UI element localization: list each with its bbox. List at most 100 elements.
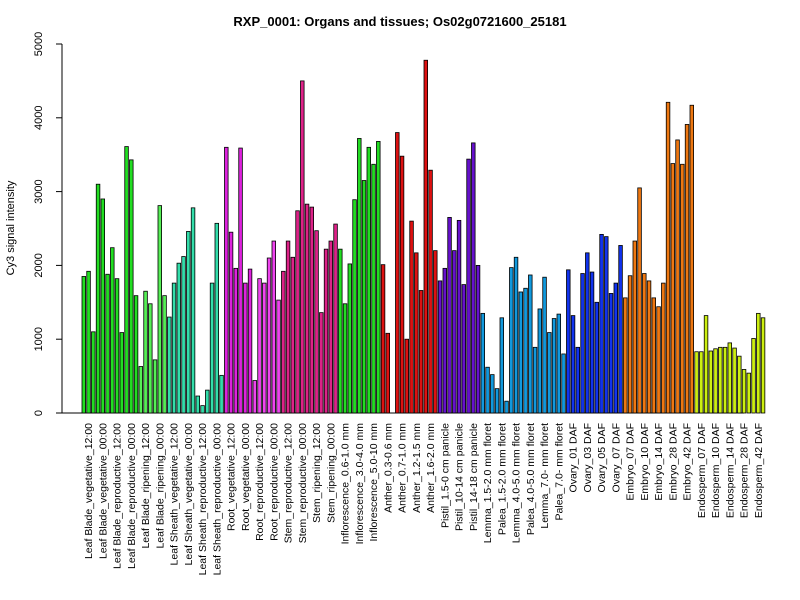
y-tick-label: 0 [33,410,45,416]
x-category-label: Pistil_14-18 cm panicle [468,423,480,531]
bar [509,267,514,414]
bar [100,198,105,414]
x-category-label: Embryo_10 DAF [639,423,651,501]
bar [423,59,428,414]
bar [281,270,286,414]
bar [323,248,329,414]
bar [209,282,215,414]
bar [756,312,761,414]
bar [751,338,756,414]
bar [110,247,115,414]
bar [219,374,224,414]
bar [656,306,661,414]
bar [138,366,143,414]
x-category-label: Leaf Blade_reproductive_00:00 [126,423,138,569]
x-category-label: Stem_reproductive_00:00 [297,423,309,543]
bar [200,405,205,414]
x-category-label: Embryo_28 DAF [667,423,679,501]
bar [366,146,371,414]
bar [547,332,552,414]
x-category-label: Leaf Sheath_vegetative_12:00 [169,423,181,566]
bar [152,359,158,414]
x-category-label: Palea_7.0- mm floret [553,423,565,521]
bar [532,346,538,414]
bar [171,282,177,414]
bar [252,380,257,414]
bar [637,187,642,414]
bar [542,276,547,414]
bar [304,203,310,414]
bar [466,158,471,414]
bar [499,317,504,414]
bar [257,278,262,414]
bar [585,252,590,414]
bar [589,271,595,414]
x-category-label: Leaf Blade_vegetative_00:00 [97,423,109,559]
x-category-label: Ovary_05 DAF [596,423,608,492]
bar [623,297,628,414]
bar [452,250,457,414]
y-tick-label: 1000 [33,327,45,351]
bar [399,155,405,414]
x-category-label: Leaf Blade_ripening_00:00 [154,423,166,549]
bar [570,315,576,414]
bar [746,372,751,414]
bar [694,351,699,414]
bar [133,295,139,414]
bar [651,297,656,414]
x-category-label: Endosperm_28 DAF [739,423,751,518]
x-category-label: Palea_1.5-2.0 mm floret [496,423,508,535]
bar [328,240,333,414]
bar [442,267,447,414]
y-tick-label: 3000 [33,179,45,203]
bar [680,163,685,414]
bar [494,388,500,414]
x-category-label: Leaf Blade_reproductive_12:00 [112,423,124,569]
x-category-label: Lemma_7.0- mm floret [539,423,551,529]
bar [119,332,124,414]
bar [537,308,542,414]
bar [338,248,343,414]
bar [718,346,723,414]
bar [276,299,281,414]
x-category-label: Leaf Sheath_reproductive_12:00 [197,423,209,576]
bar [91,331,96,414]
bar [675,139,680,414]
bar [266,257,272,414]
bar [684,124,690,414]
bar [114,278,120,414]
bar [456,219,462,414]
x-category-label: Endosperm_10 DAF [710,423,722,518]
bar [613,282,618,414]
bar [414,252,419,414]
bar [295,210,300,414]
x-category-label: Root_reproductive_00:00 [268,423,280,541]
x-category-label: Embryo_42 DAF [682,423,694,501]
x-category-label: Inflorescence_3.0-4.0 mm [354,423,366,545]
bar [737,355,742,414]
bar [475,264,481,414]
bar [471,142,476,414]
bar [490,374,495,414]
bar [599,233,604,414]
bar [409,220,414,414]
bar [162,295,167,414]
x-category-label: Ovary_07 DAF [610,423,622,492]
bar [181,256,186,414]
x-category-label: Leaf Blade_vegetative_12:00 [83,423,95,559]
bar [333,223,338,414]
chart-title: RXP_0001: Organs and tissues; Os02g07216… [233,14,566,29]
bar [300,80,305,414]
x-category-label: Anther_0.3-0.6 mm [382,423,394,513]
bar [428,169,433,414]
bar [642,273,647,414]
bar [727,342,732,414]
bar [689,104,694,414]
bar [760,317,766,414]
bar [319,312,324,414]
y-tick-label: 5000 [33,32,45,56]
bar [233,267,238,414]
bar [418,290,424,414]
x-category-label: Embryo_07 DAF [625,423,637,501]
